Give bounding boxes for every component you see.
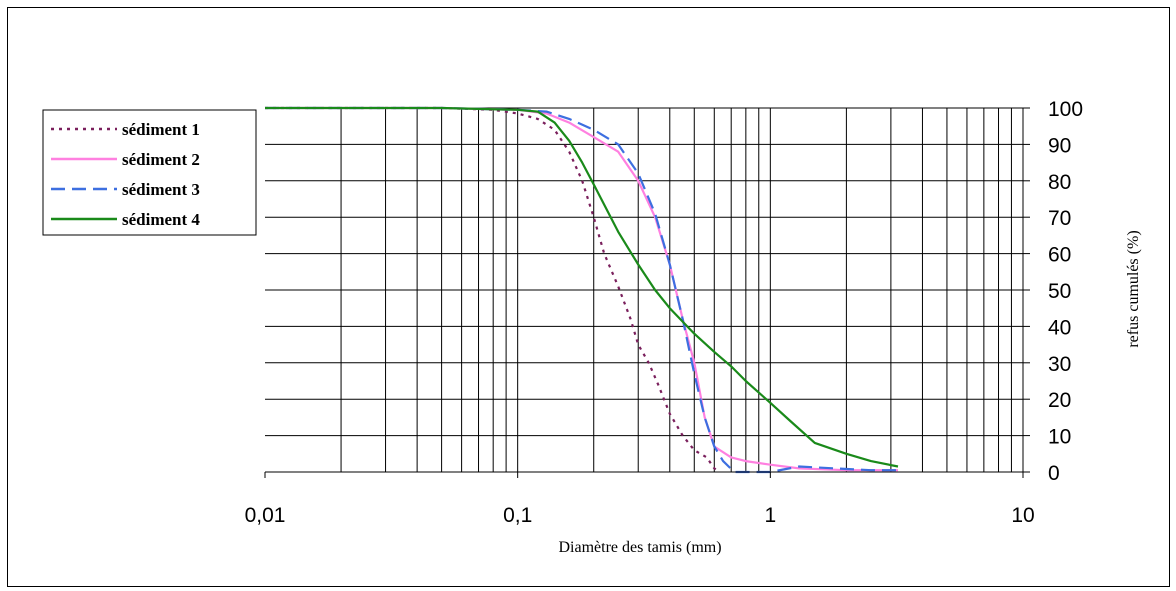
x-tick-label: 10 [1011,504,1034,527]
y-tick-label: 50 [1048,280,1071,303]
y-tick-label: 70 [1048,207,1071,230]
x-tick-label: 0,1 [503,504,532,527]
y-tick-label: 100 [1048,98,1083,121]
grid [265,107,1023,472]
y-tick-label: 10 [1048,426,1071,449]
legend-box [42,109,257,236]
axes [264,107,1030,478]
y-tick-label: 0 [1048,462,1060,485]
series-lines [265,106,899,474]
series-line-sediment-2 [265,106,898,472]
series-line-sediment-3 [265,106,898,474]
y-tick-label: 40 [1048,316,1071,339]
y-tick-label: 20 [1048,389,1071,412]
chart-frame [7,7,1170,587]
x-axis-title: Diamètre des tamis (mm) [558,539,721,556]
legend-label: sédiment 3 [122,180,200,199]
y-axis-title: refus cumulés (%) [1125,230,1142,347]
legend-label: sédiment 2 [122,150,200,169]
legend-label: sédiment 4 [122,210,200,229]
y-tick-label: 80 [1048,171,1071,194]
legend: sédiment 1 sédiment 2 sédiment 3 sédiment 4 [42,109,257,236]
series-line-sediment-4 [265,106,899,468]
y-tick-label: 30 [1048,353,1071,376]
x-tick-label: 0,01 [245,504,286,527]
y-tick-label: 90 [1048,134,1071,157]
legend-label: sédiment 1 [122,120,200,139]
x-tick-label: 1 [764,504,776,527]
y-tick-label: 60 [1048,244,1071,267]
